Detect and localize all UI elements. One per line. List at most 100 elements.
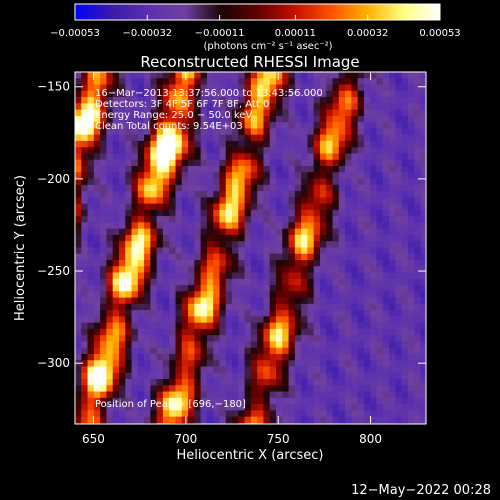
heatmap-cell [175, 310, 183, 317]
heatmap-cell [200, 72, 208, 79]
heatmap-cell [93, 216, 101, 223]
heatmap-cell [376, 353, 384, 361]
heatmap-cell [307, 278, 315, 286]
heatmap-cell [244, 140, 252, 148]
heatmap-cell [376, 103, 384, 111]
heatmap-cell [232, 391, 239, 399]
heatmap-cell [326, 209, 334, 217]
heatmap-cell [370, 153, 378, 161]
heatmap-cell [75, 140, 82, 148]
heatmap-cell [357, 272, 365, 280]
heatmap-cell [93, 159, 101, 167]
heatmap-cell [376, 341, 384, 349]
heatmap-cell [319, 266, 327, 274]
heatmap-cell [175, 422, 183, 424]
heatmap-cell [420, 159, 426, 167]
heatmap-cell [395, 391, 403, 399]
heatmap-cell [150, 172, 158, 180]
heatmap-cell [263, 97, 271, 104]
heatmap-cell [75, 404, 82, 411]
heatmap-cell [137, 191, 145, 198]
heatmap-cell [156, 228, 164, 236]
heatmap-cell [294, 109, 302, 117]
heatmap-cell [307, 97, 315, 104]
heatmap-cell [275, 90, 283, 98]
heatmap-cell [137, 97, 145, 104]
heatmap-cell [213, 128, 221, 136]
heatmap-cell [414, 404, 422, 411]
heatmap-cell [244, 222, 252, 230]
heatmap-cell [389, 209, 396, 217]
heatmap-cell [376, 140, 384, 148]
heatmap-cell [307, 134, 315, 142]
heatmap-cell [389, 310, 396, 317]
heatmap-cell [345, 297, 352, 305]
heatmap-cell [282, 303, 290, 311]
heatmap-cell [75, 410, 82, 418]
heatmap-cell [213, 97, 221, 104]
heatmap-cell [332, 115, 340, 123]
heatmap-cell [144, 335, 151, 343]
heatmap-cell [200, 410, 208, 418]
heatmap-cell [244, 203, 252, 211]
heatmap-cell [407, 291, 415, 299]
heatmap-cell [232, 122, 239, 129]
heatmap-cell [137, 272, 145, 280]
heatmap-cell [307, 216, 315, 223]
heatmap-cell [420, 84, 426, 92]
heatmap-cell [414, 372, 422, 380]
heatmap-cell [288, 222, 296, 230]
heatmap-cell [238, 353, 246, 361]
heatmap-cell [332, 316, 340, 324]
heatmap-cell [200, 115, 208, 123]
heatmap-cell [225, 134, 233, 142]
heatmap-cell [181, 197, 189, 205]
heatmap-cell [213, 360, 221, 368]
heatmap-cell [275, 328, 283, 336]
heatmap-cell [363, 416, 371, 424]
heatmap-cell [200, 178, 208, 186]
heatmap-cell [131, 222, 139, 230]
heatmap-cell [144, 266, 151, 274]
heatmap-cell [301, 366, 308, 374]
heatmap-cell [263, 372, 271, 380]
heatmap-cell [144, 197, 151, 205]
heatmap-cell [225, 366, 233, 374]
heatmap-cell [363, 184, 371, 192]
heatmap-cell [194, 385, 202, 393]
heatmap-cell [420, 303, 426, 311]
heatmap-cell [370, 385, 378, 393]
heatmap-cell [188, 147, 195, 155]
heatmap-cell [414, 253, 422, 261]
heatmap-cell [319, 278, 327, 286]
heatmap-cell [125, 228, 133, 236]
heatmap-cell [213, 328, 221, 336]
heatmap-cell [112, 78, 120, 86]
heatmap-cell [301, 404, 308, 411]
heatmap-cell [238, 297, 246, 305]
heatmap-cell [263, 165, 271, 173]
heatmap-cell [338, 385, 346, 393]
heatmap-cell [181, 397, 189, 405]
heatmap-cell [401, 422, 409, 424]
heatmap-cell [175, 410, 183, 418]
heatmap-cell [269, 347, 277, 355]
heatmap-cell [244, 366, 252, 374]
heatmap-cell [87, 203, 95, 211]
heatmap-cell [169, 247, 177, 255]
heatmap-cell [225, 203, 233, 211]
heatmap-cell [319, 259, 327, 267]
heatmap-cell [376, 109, 384, 117]
heatmap-cell [313, 391, 321, 399]
chart-title: Reconstructed RHESSI Image [140, 53, 359, 71]
heatmap-cell [169, 316, 177, 324]
heatmap-cell [206, 115, 214, 123]
heatmap-cell [75, 122, 82, 129]
heatmap-cell [93, 253, 101, 261]
heatmap-cell [232, 366, 239, 374]
heatmap-cell [294, 379, 302, 386]
heatmap-cell [188, 109, 195, 117]
heatmap-cell [294, 134, 302, 142]
heatmap-cell [100, 128, 107, 136]
heatmap-cell [288, 366, 296, 374]
